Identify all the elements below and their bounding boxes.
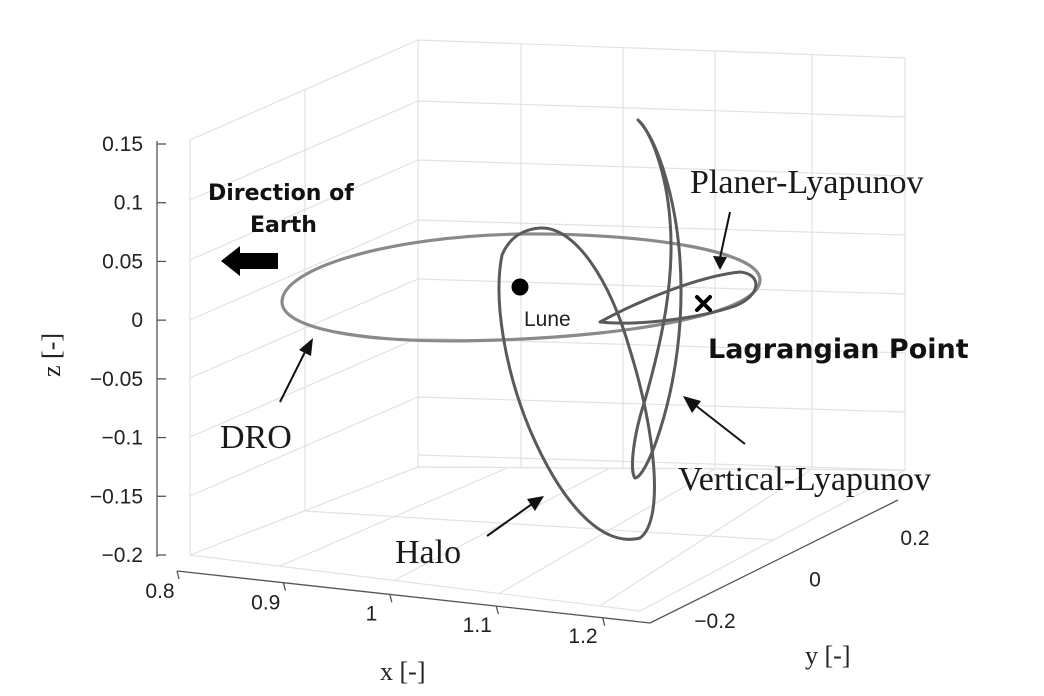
dro-arrow — [279, 338, 313, 403]
x-tick-mark — [389, 594, 393, 603]
moon-label: Lune — [524, 308, 571, 331]
z-tick-label: 0.1 — [114, 192, 143, 215]
z-tick-label: 0 — [131, 309, 143, 332]
z-tick-label: −0.1 — [102, 427, 143, 450]
y-axis-line — [649, 499, 899, 624]
y-tick-label: −0.2 — [694, 610, 735, 633]
grid-floor — [189, 466, 906, 612]
annotations: Direction of Earth Planer-Lyapunov Lagra… — [208, 164, 969, 571]
y-tick-label: 0 — [809, 569, 821, 592]
z-axis-label: z [-] — [37, 333, 66, 377]
planer-label: Planer-Lyapunov — [690, 164, 923, 201]
x-tick-mark — [495, 605, 499, 615]
halo-arrow — [486, 496, 544, 537]
z-tick-label: 0.05 — [102, 250, 143, 273]
halo-label: Halo — [395, 534, 461, 571]
planer-arrow — [713, 211, 731, 270]
y-axis-label: y [-] — [805, 641, 850, 670]
z-tick-label: −0.15 — [90, 485, 143, 508]
x-tick-label: 0.8 — [145, 580, 174, 603]
vertical-lyapunov-orbit — [630, 118, 683, 480]
x-tick-label: 1 — [366, 603, 378, 626]
markers: Lune — [511, 278, 712, 331]
x-tick-mark — [282, 582, 287, 591]
z-tick-label: −0.2 — [102, 544, 143, 567]
x-tick-label: 1.2 — [568, 625, 597, 648]
planer-lyapunov-orbit — [598, 270, 758, 325]
direction-label-line1: Direction of — [208, 181, 354, 206]
x-tick-mark — [602, 617, 606, 626]
x-axis-line — [176, 570, 651, 624]
direction-arrow — [221, 246, 278, 276]
vertical-arrow — [683, 396, 746, 445]
vertical-label: Vertical-Lyapunov — [678, 461, 931, 498]
lagrange-label: Lagrangian Point — [708, 334, 969, 365]
x-axis-label: x [-] — [380, 657, 425, 686]
orbits — [280, 118, 762, 541]
lagrange-marker — [695, 295, 712, 312]
x-tick-label: 1.1 — [463, 614, 492, 637]
dro-orbit — [280, 232, 762, 343]
z-tick-label: 0.15 — [102, 133, 143, 156]
moon-marker — [511, 278, 529, 296]
direction-label-line2: Earth — [250, 213, 317, 238]
dro-label: DRO — [220, 419, 292, 456]
x-tick-mark — [176, 570, 180, 580]
x-tick-label: 0.9 — [251, 591, 280, 614]
axis-labels: z [-] x [-] y [-] — [37, 333, 850, 686]
grid-left-wall — [189, 90, 419, 555]
axes: 0.150.10.050−0.05−0.1−0.15−0.20.8 0.9 1 1.1… — [90, 133, 930, 648]
halo-orbit — [497, 226, 656, 541]
z-tick-label: −0.05 — [90, 368, 143, 391]
y-tick-label: 0.2 — [900, 527, 929, 550]
